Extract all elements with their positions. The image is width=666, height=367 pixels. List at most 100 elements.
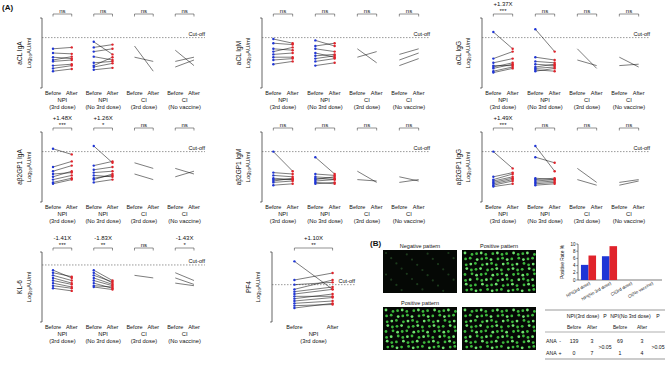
- bar-chart: 0246810Positive Rate %NPI(3rd dose)NPI(N…: [560, 242, 662, 302]
- significance: ns: [141, 8, 147, 14]
- x-label: Before: [86, 204, 102, 210]
- sig-bracket: [175, 248, 194, 251]
- after-point: [511, 178, 513, 180]
- pair-line: [535, 182, 554, 183]
- cell: [532, 284, 535, 287]
- cell: [469, 257, 472, 260]
- group-label-line: CI: [626, 211, 632, 217]
- group-label: CI(No vaccine): [613, 97, 646, 110]
- x-label: After: [147, 90, 159, 96]
- cell: [465, 283, 468, 286]
- cell: [512, 330, 515, 333]
- sig-bracket: [535, 14, 554, 17]
- cell: [523, 284, 526, 287]
- x-label: Before: [167, 90, 183, 96]
- cell: [501, 278, 504, 281]
- pair-line: [273, 179, 292, 180]
- cell: [532, 263, 535, 266]
- cell: [497, 279, 500, 282]
- cell: [506, 278, 509, 281]
- sig-bracket: [493, 14, 512, 17]
- data-marks: [492, 145, 639, 188]
- cell: [442, 309, 445, 312]
- table-cell: 69: [617, 338, 623, 344]
- pair-line: [53, 278, 72, 283]
- significance: ns: [181, 8, 187, 14]
- cell: [469, 284, 472, 287]
- x-label: After: [413, 204, 425, 210]
- y-tick-label: 6: [573, 256, 576, 261]
- cell: [475, 274, 478, 277]
- pair-line: [273, 181, 292, 182]
- cutoff-label: Cut-off: [414, 145, 431, 151]
- cell: [495, 340, 498, 343]
- group-label: NPI(No 3rd dose): [527, 211, 563, 224]
- cell: [427, 341, 430, 344]
- cell: [395, 341, 398, 344]
- after-point: [291, 173, 293, 175]
- cell: [427, 253, 429, 255]
- data-marks: [52, 145, 194, 185]
- cell: [416, 324, 419, 327]
- cell: [532, 326, 535, 329]
- cell: [390, 314, 393, 317]
- cell: [511, 263, 514, 266]
- before-point: [534, 63, 536, 65]
- cell: [511, 320, 514, 323]
- cell: [497, 258, 500, 261]
- pair-line: [135, 174, 154, 180]
- before-point: [314, 156, 316, 158]
- pair-line: [94, 287, 113, 290]
- cutoff-line: [42, 264, 205, 265]
- before-point: [272, 177, 274, 179]
- after-point: [111, 62, 113, 64]
- cell: [400, 324, 403, 327]
- panel-label: (B): [370, 239, 381, 248]
- group-label-line: NPI: [58, 97, 68, 103]
- cell: [491, 309, 494, 312]
- sig-bracket: [175, 14, 194, 17]
- data-marks: [52, 269, 194, 292]
- cell: [397, 315, 400, 318]
- before-point: [52, 59, 54, 61]
- data-marks: [293, 260, 334, 309]
- data-marks: [272, 150, 419, 186]
- after-point: [331, 300, 333, 302]
- sig-bracket: [175, 128, 194, 131]
- cell: [448, 336, 451, 339]
- x-label: Before: [126, 324, 142, 330]
- cell: [390, 335, 393, 338]
- after-point: [291, 49, 293, 51]
- after-point: [71, 279, 73, 281]
- before-point: [293, 290, 295, 292]
- table-cell: 7: [591, 350, 594, 356]
- cutoff-line: [42, 37, 205, 38]
- pair-line: [175, 273, 194, 281]
- before-point: [93, 269, 95, 271]
- after-point: [111, 279, 113, 281]
- sig-bracket: [135, 248, 154, 251]
- cell: [480, 330, 483, 333]
- cell: [505, 274, 508, 277]
- group-label: CI(No vaccine): [168, 97, 201, 110]
- after-point: [71, 178, 73, 180]
- cell: [407, 345, 410, 348]
- axis-end: [260, 18, 262, 19]
- x-label: After: [287, 90, 299, 96]
- cell: [438, 335, 441, 338]
- cell: [407, 341, 410, 344]
- group-label: CI(3rd dose): [574, 97, 600, 110]
- cutoff-line: [482, 151, 650, 152]
- y-title: aCL IgA: [16, 41, 24, 65]
- pair-line: [53, 149, 72, 155]
- cell: [469, 278, 472, 281]
- cell: [469, 314, 472, 317]
- data-marks: [492, 28, 639, 74]
- x-label: After: [591, 90, 603, 96]
- pair-line: [315, 59, 334, 62]
- after-point: [553, 180, 555, 182]
- cell: [500, 269, 503, 272]
- x-label: Before: [167, 204, 183, 210]
- y-label: Log₁₀AU/ml: [245, 152, 251, 183]
- cell: [527, 263, 530, 266]
